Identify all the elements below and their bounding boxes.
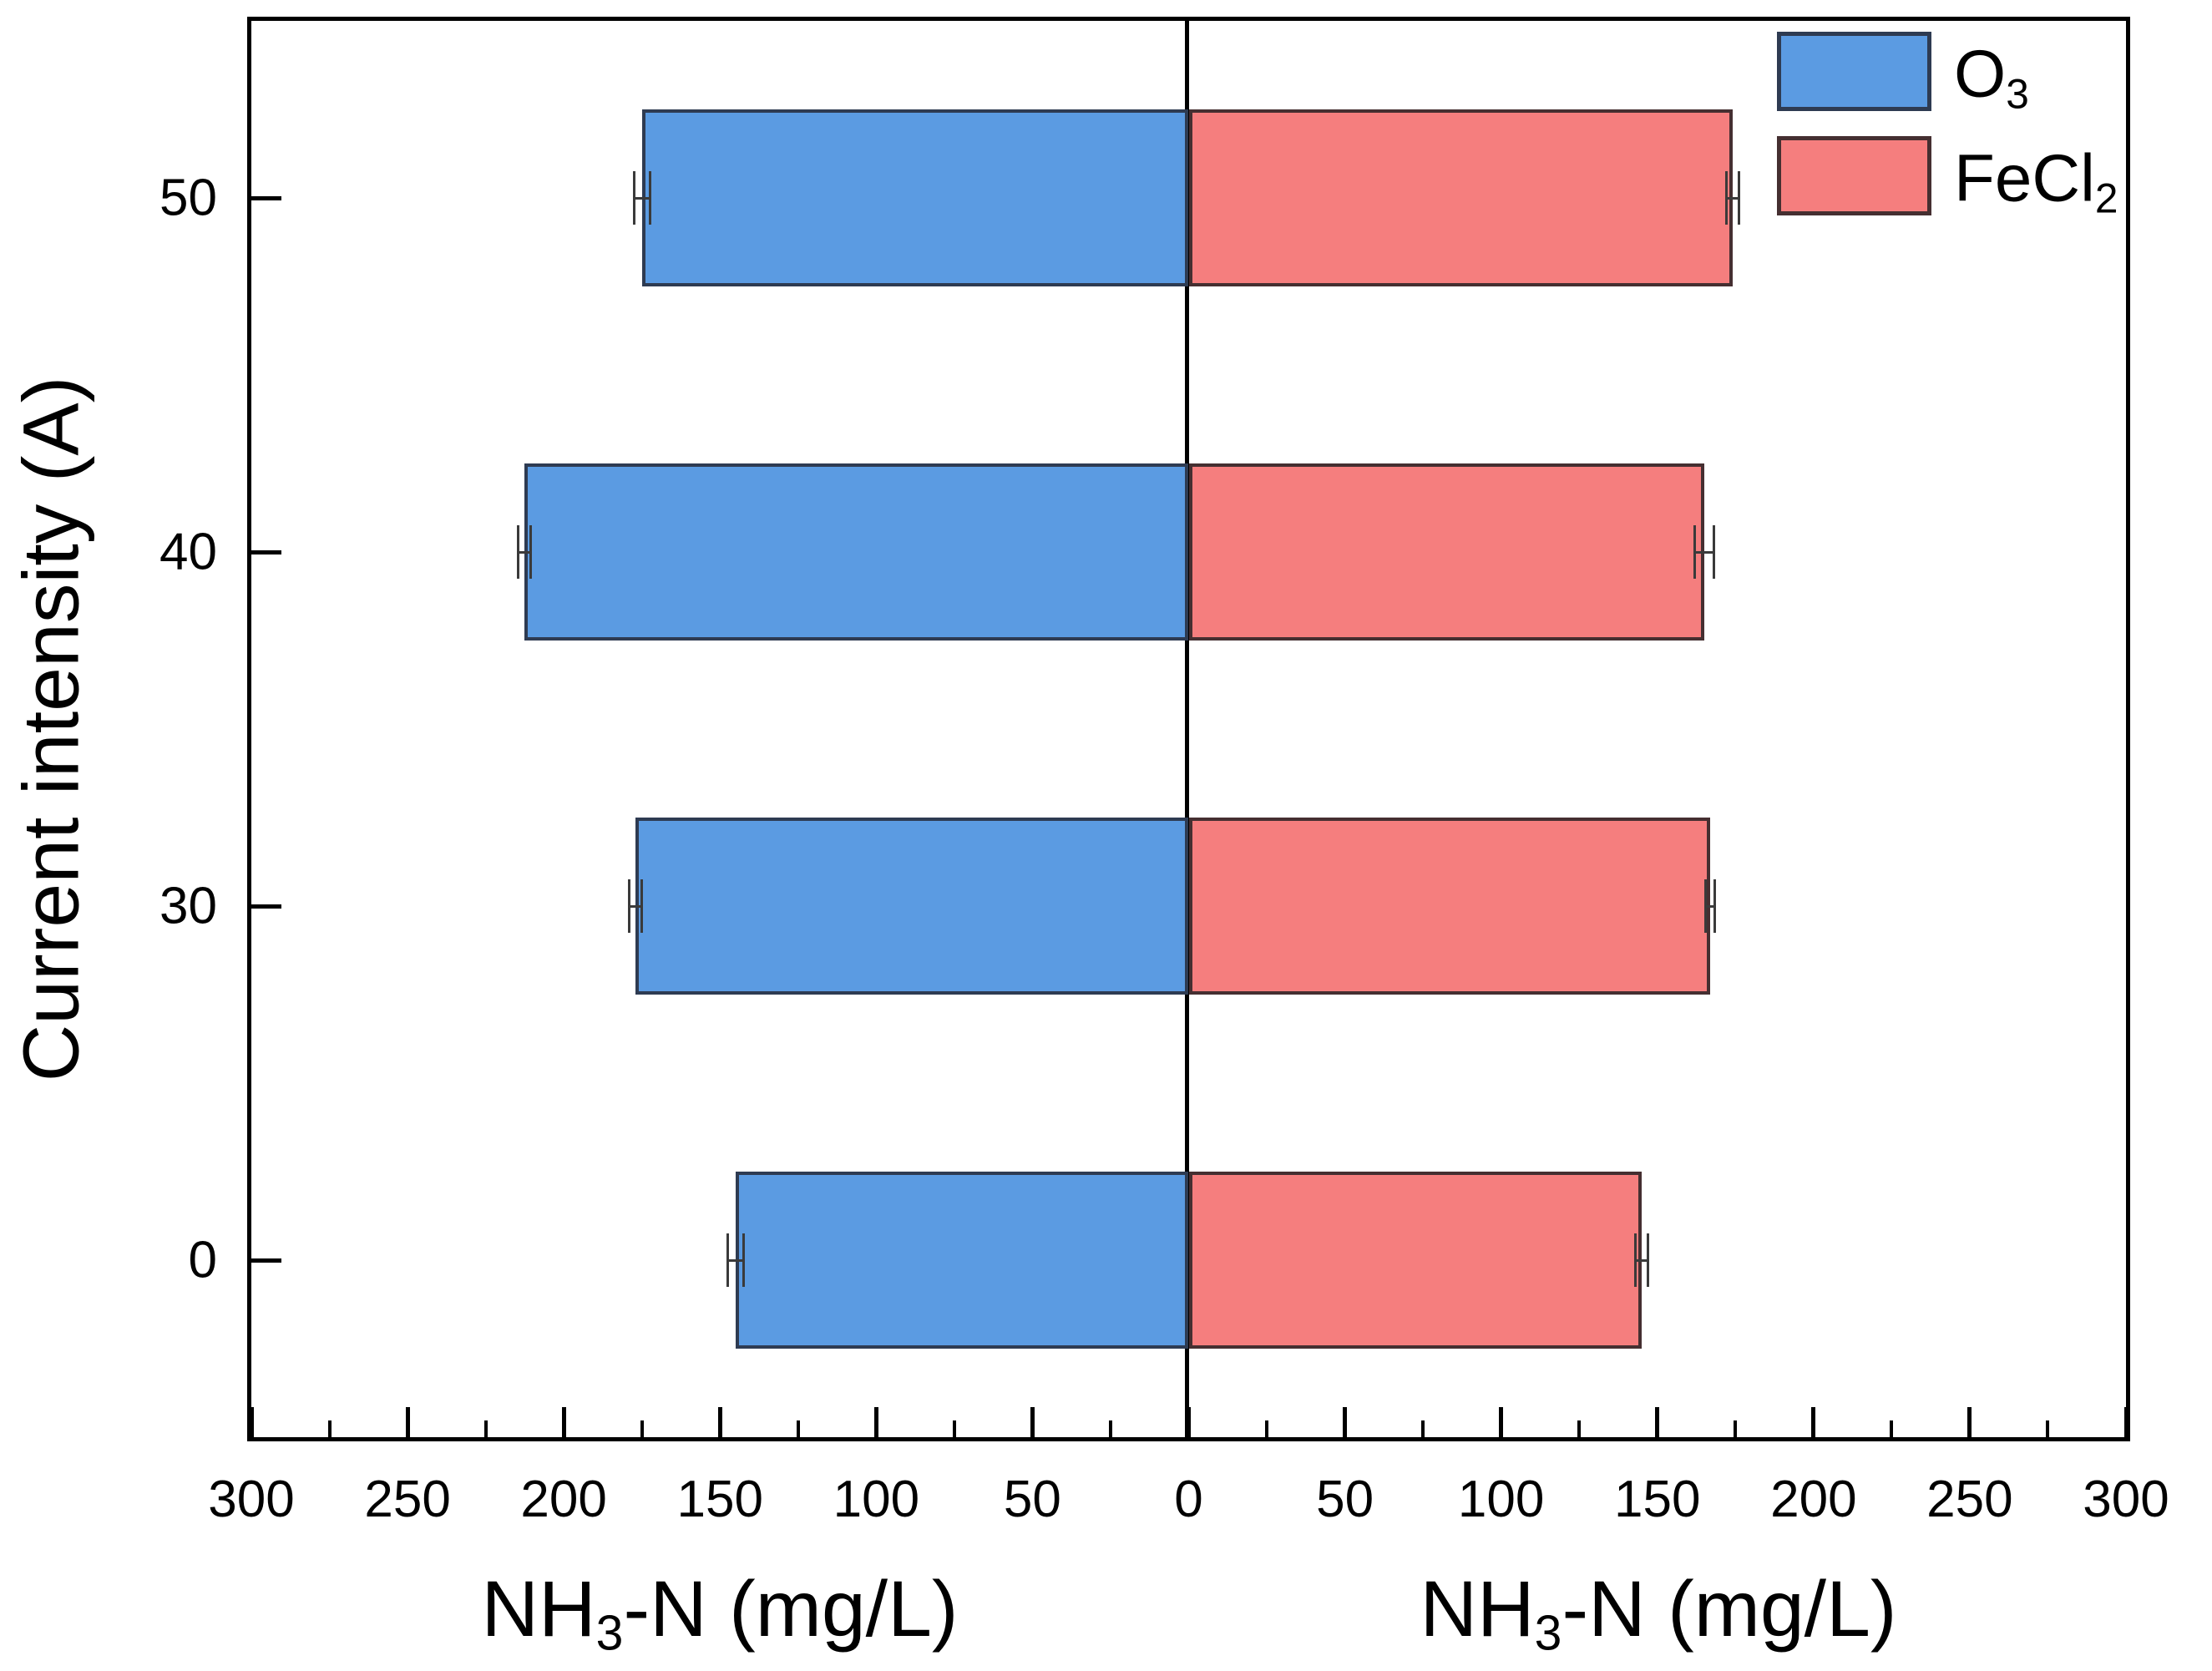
error-bar-cap	[628, 879, 631, 933]
error-bar-line	[1635, 1258, 1648, 1262]
x-tick-label: 300	[208, 1471, 295, 1528]
error-bar-cap	[1737, 171, 1740, 225]
x-tick-label: 50	[1316, 1471, 1374, 1528]
legend-swatch-fecl2	[1777, 136, 1931, 215]
error-bar-cap	[1647, 1233, 1650, 1287]
x-axis-title-left: NH3-N (mg/L)	[481, 1564, 958, 1661]
x-major-tick	[249, 1407, 254, 1437]
x-tick-label: 200	[1770, 1471, 1857, 1528]
bar-O3-30	[635, 818, 1189, 995]
x-minor-tick	[952, 1420, 956, 1437]
x-tick-label: 150	[676, 1471, 763, 1528]
error-bar-cap	[632, 171, 635, 225]
x-axis-title-right-subscript: 3	[1534, 1606, 1562, 1661]
x-minor-tick	[1421, 1420, 1425, 1437]
x-major-tick	[873, 1407, 878, 1437]
x-axis-title-left-subscript: 3	[595, 1606, 624, 1661]
error-bar-cap	[1693, 525, 1697, 579]
error-bar-cap	[726, 1233, 730, 1287]
x-axis-title-left-units: -N (mg/L)	[623, 1565, 959, 1653]
x-axis-title-right-text: NH	[1420, 1565, 1535, 1653]
x-major-tick	[717, 1407, 722, 1437]
error-bar-cap	[1704, 879, 1708, 933]
x-major-tick	[1811, 1407, 1816, 1437]
x-major-tick	[2123, 1407, 2128, 1437]
x-major-tick	[561, 1407, 566, 1437]
y-axis-title: Current intensity (A)	[7, 376, 96, 1082]
x-tick-label: 250	[1926, 1471, 2013, 1528]
x-tick-label: 200	[520, 1471, 607, 1528]
legend-label-o3: O3	[1954, 36, 2029, 119]
x-tick-label: 250	[364, 1471, 451, 1528]
x-major-tick	[405, 1407, 410, 1437]
error-bar-line	[1705, 904, 1715, 908]
y-tick-label: 30	[159, 877, 217, 935]
x-minor-tick	[796, 1420, 800, 1437]
x-major-tick	[1967, 1407, 1972, 1437]
error-bar-cap	[529, 525, 533, 579]
bar-FeCl2-50	[1188, 109, 1733, 286]
legend-label-fecl2-text: FeCl	[1954, 140, 2095, 215]
x-minor-tick	[640, 1420, 644, 1437]
error-bar-line	[518, 550, 531, 554]
x-minor-tick	[1108, 1420, 1112, 1437]
error-bar-cap	[1724, 171, 1728, 225]
x-minor-tick	[1734, 1420, 1738, 1437]
x-minor-tick	[2046, 1420, 2050, 1437]
legend-swatch-o3	[1777, 32, 1931, 111]
error-bar-line	[634, 196, 650, 200]
error-bar-cap	[1713, 879, 1717, 933]
x-major-tick	[1030, 1407, 1035, 1437]
x-major-tick	[1655, 1407, 1660, 1437]
x-minor-tick	[1265, 1420, 1269, 1437]
x-major-tick	[1343, 1407, 1348, 1437]
zero-axis-line	[1184, 21, 1189, 1437]
plot-area	[247, 17, 2130, 1441]
error-bar-line	[629, 904, 642, 908]
y-tick	[251, 904, 281, 909]
y-tick	[251, 549, 281, 554]
y-tick-label: 50	[159, 169, 217, 227]
x-axis-title-left-text: NH	[481, 1565, 596, 1653]
x-minor-tick	[327, 1420, 332, 1437]
x-tick-label: 50	[1003, 1471, 1061, 1528]
x-tick-label: 150	[1614, 1471, 1701, 1528]
x-minor-tick	[1577, 1420, 1582, 1437]
legend-label-o3-text: O	[1954, 36, 2007, 111]
x-tick-label: 300	[2083, 1471, 2169, 1528]
error-bar-line	[727, 1258, 744, 1262]
legend-label-fecl2: FeCl2	[1954, 140, 2118, 223]
x-minor-tick	[483, 1420, 488, 1437]
bar-O3-50	[641, 109, 1189, 286]
error-bar-cap	[517, 525, 520, 579]
error-bar-line	[1726, 196, 1739, 200]
y-tick	[251, 195, 281, 200]
x-axis-title-right: NH3-N (mg/L)	[1420, 1564, 1896, 1661]
bar-O3-40	[524, 463, 1189, 641]
error-bar-cap	[1712, 525, 1715, 579]
error-bar-cap	[640, 879, 644, 933]
error-bar-line	[1694, 550, 1714, 554]
x-tick-label: 0	[1174, 1471, 1203, 1528]
x-major-tick	[1499, 1407, 1504, 1437]
x-tick-label: 100	[833, 1471, 920, 1528]
x-major-tick	[1187, 1407, 1191, 1437]
x-tick-label: 100	[1457, 1471, 1545, 1528]
bar-FeCl2-40	[1188, 463, 1704, 641]
bar-FeCl2-0	[1188, 1172, 1643, 1349]
error-bar-cap	[648, 171, 651, 225]
error-bar-cap	[742, 1233, 745, 1287]
bar-FeCl2-30	[1188, 818, 1711, 995]
y-tick	[251, 1258, 281, 1263]
x-axis-title-right-units: -N (mg/L)	[1562, 1565, 1897, 1653]
legend-label-fecl2-subscript: 2	[2094, 175, 2118, 222]
x-minor-tick	[1890, 1420, 1894, 1437]
y-tick-label: 0	[188, 1231, 217, 1289]
legend-label-o3-subscript: 3	[2006, 70, 2029, 118]
y-tick-label: 40	[159, 523, 217, 581]
bar-O3-0	[735, 1172, 1189, 1349]
error-bar-cap	[1634, 1233, 1637, 1287]
